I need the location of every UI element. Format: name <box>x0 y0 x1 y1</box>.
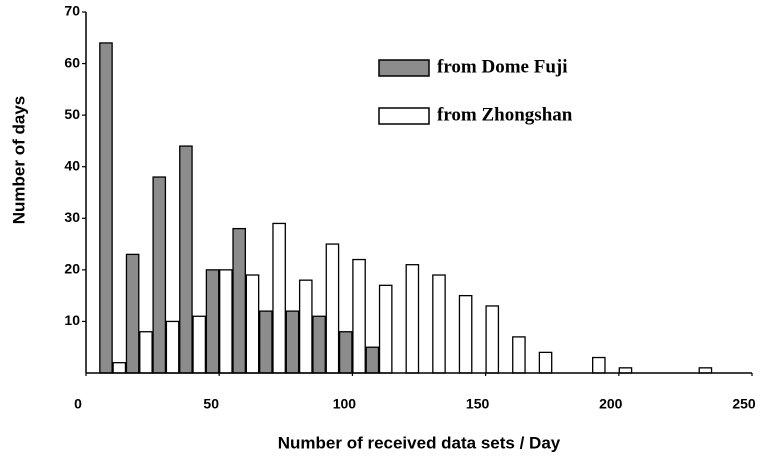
bar <box>259 310 273 374</box>
bar <box>219 269 233 374</box>
bar <box>312 315 326 374</box>
x-tick-label: 250 <box>732 396 756 412</box>
bar <box>538 351 553 374</box>
x-tick-label: 150 <box>466 396 490 412</box>
legend-label: from Zhongshan <box>437 104 573 125</box>
y-tick-label: 30 <box>64 209 80 225</box>
bar <box>338 331 353 374</box>
y-tick-label: 40 <box>64 157 80 173</box>
bar <box>325 243 340 374</box>
bar <box>232 227 246 374</box>
y-tick-label: 70 <box>64 3 80 19</box>
bar <box>365 346 380 374</box>
bar <box>165 320 180 374</box>
bar <box>272 222 286 374</box>
bar <box>125 253 140 374</box>
bar <box>245 274 260 374</box>
bar <box>205 269 220 374</box>
bar <box>485 305 500 374</box>
bar <box>112 362 127 374</box>
y-tick-label: 60 <box>64 54 80 70</box>
legend-swatch <box>378 59 430 77</box>
x-tick-label: 200 <box>599 396 623 412</box>
bar <box>179 145 193 374</box>
bar <box>352 258 366 374</box>
bar <box>405 264 420 374</box>
bar <box>192 315 207 374</box>
x-tick-label: 0 <box>74 396 82 412</box>
bar <box>592 356 606 374</box>
bar <box>512 336 526 374</box>
bar <box>698 367 713 374</box>
y-tick-label: 10 <box>64 312 80 328</box>
bar <box>432 274 446 374</box>
bar <box>298 279 313 374</box>
y-tick-label: 50 <box>64 106 80 122</box>
bar <box>618 367 633 374</box>
bar <box>152 176 167 374</box>
x-tick-label: 100 <box>333 396 357 412</box>
bar <box>285 310 300 374</box>
y-axis-title: Number of days <box>9 96 28 224</box>
x-axis-title: Number of received data sets / Day <box>278 433 561 452</box>
bar <box>139 331 153 374</box>
legend-swatch <box>378 107 430 125</box>
x-tick-label: 50 <box>203 396 219 412</box>
y-tick-label: 20 <box>64 261 80 277</box>
legend-label: from Dome Fuji <box>437 56 568 77</box>
bar <box>378 284 393 374</box>
bar <box>99 42 113 374</box>
bar <box>458 294 473 374</box>
